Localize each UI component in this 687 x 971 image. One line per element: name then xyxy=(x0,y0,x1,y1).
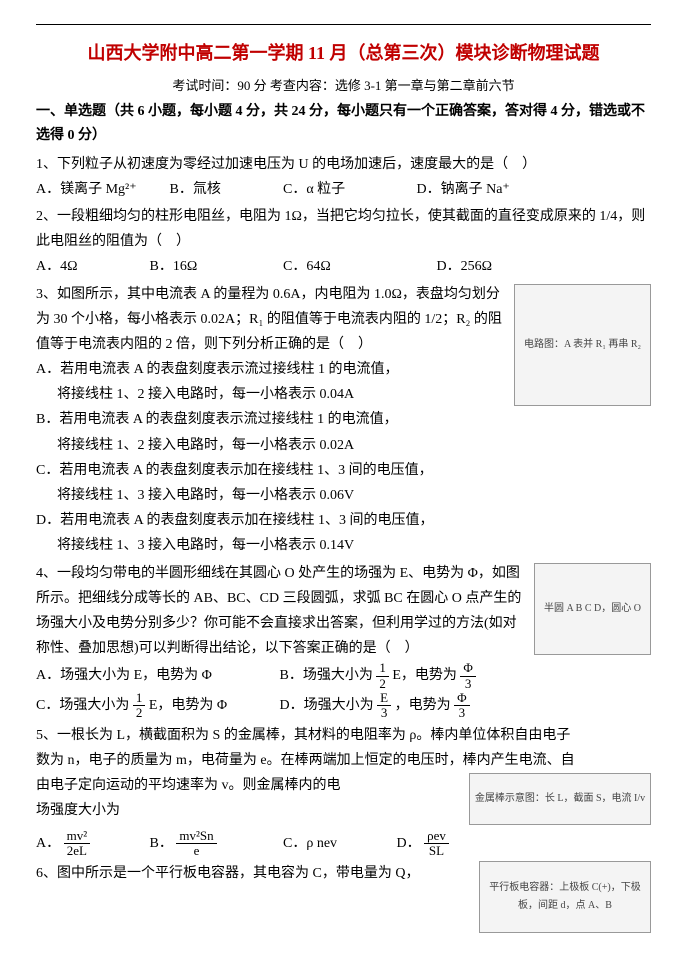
frac-half-2: 12 xyxy=(133,691,146,721)
question-2: 2、一段粗细均匀的柱形电阻丝，电阻为 1Ω，当把它均匀拉长，使其截面的直径变成原… xyxy=(36,204,651,280)
q1-opt-a: A．镁离子 Mg²⁺ xyxy=(36,177,166,202)
question-3: 电路图：A 表并 R₁ 再串 R₂ 3、如图所示，其中电流表 A 的量程为 0.… xyxy=(36,282,651,559)
top-rule xyxy=(36,24,651,25)
q2-opt-c: C．64Ω xyxy=(283,254,433,279)
q3-opt-b2: 将接线柱 1、2 接入电路时，每一小格表示 0.02A xyxy=(36,433,651,458)
q1-options: A．镁离子 Mg²⁺ B．氚核 C．α 粒子 D．钠离子 Na⁺ xyxy=(36,177,651,202)
q2-stem: 2、一段粗细均匀的柱形电阻丝，电阻为 1Ω，当把它均匀拉长，使其截面的直径变成原… xyxy=(36,204,651,254)
q5-figure: 金属棒示意图：长 L，截面 S，电流 I/v xyxy=(469,773,651,825)
q3-figure: 电路图：A 表并 R₁ 再串 R₂ xyxy=(514,284,651,406)
q4-opt-c: C．场强大小为 12 E，电势为 Φ xyxy=(36,691,276,721)
q3-opt-d1: D．若用电流表 A 的表盘刻度表示加在接线柱 1、3 间的电压值， xyxy=(36,508,651,533)
q5-options: A． mv²2eL B． mv²Sne C．ρ nev D． ρevSL xyxy=(36,829,651,859)
q4-opt-a: A．场强大小为 E，电势为 Φ xyxy=(36,663,276,688)
frac-phi3: Φ3 xyxy=(460,661,476,691)
q1-stem: 1、下列粒子从初速度为零经过加速电压为 U 的电场加速后，速度最大的是（ ） xyxy=(36,152,651,177)
q5-opt-d: D． ρevSL xyxy=(397,829,449,859)
q3-opt-b1: B．若用电流表 A 的表盘刻度表示流过接线柱 1 的电流值， xyxy=(36,407,651,432)
q5-line4: 场强度大小为 xyxy=(36,798,469,823)
q2-options: A．4Ω B．16Ω C．64Ω D．256Ω xyxy=(36,254,651,279)
q5-opt-a: A． mv²2eL xyxy=(36,829,146,859)
q4-row2: C．场强大小为 12 E，电势为 Φ D．场强大小为 E3 ，电势为 Φ3 xyxy=(36,691,651,721)
q5-line3: 由电子定向运动的平均速率为 v。则金属棒内的电 xyxy=(36,773,469,798)
frac-5a: mv²2eL xyxy=(64,829,91,859)
q5-opt-b: B． mv²Sne xyxy=(150,829,280,859)
q4-figure: 半圆 A B C D，圆心 O xyxy=(534,563,651,655)
frac-e3: E3 xyxy=(377,691,391,721)
q3-opt-c2: 将接线柱 1、3 接入电路时，每一小格表示 0.06V xyxy=(36,483,651,508)
question-6: 平行板电容器：上极板 C(+)，下极板，间距 d，点 A、B 6、图中所示是一个… xyxy=(36,861,651,933)
q4-row1: A．场强大小为 E，电势为 Φ B．场强大小为 12 E，电势为 Φ3 xyxy=(36,661,651,691)
question-1: 1、下列粒子从初速度为零经过加速电压为 U 的电场加速后，速度最大的是（ ） A… xyxy=(36,152,651,202)
q4-opt-d: D．场强大小为 E3 ，电势为 Φ3 xyxy=(280,691,470,721)
question-4: 半圆 A B C D，圆心 O 4、一段均匀带电的半圆形细线在其圆心 O 处产生… xyxy=(36,561,651,721)
q4-opt-b: B．场强大小为 12 E，电势为 Φ3 xyxy=(280,661,476,691)
q3-opt-d2: 将接线柱 1、3 接入电路时，每一小格表示 0.14V xyxy=(36,533,651,558)
question-5: 5、一根长为 L，横截面积为 S 的金属棒，其材料的电阻率为 ρ。棒内单位体积自… xyxy=(36,723,651,859)
frac-5b: mv²Sne xyxy=(176,829,216,859)
frac-half: 12 xyxy=(376,661,389,691)
q1-opt-c: C．α 粒子 xyxy=(283,177,413,202)
exam-subtitle: 考试时间：90 分 考查内容：选修 3-1 第一章与第二章前六节 xyxy=(36,75,651,94)
q1-opt-b: B．氚核 xyxy=(170,177,280,202)
section-1-heading: 一、单选题（共 6 小题，每小题 4 分，共 24 分，每小题只有一个正确答案，… xyxy=(36,100,651,148)
q2-opt-b: B．16Ω xyxy=(150,254,280,279)
frac-phi3-2: Φ3 xyxy=(454,691,470,721)
q3-opt-c1: C．若用电流表 A 的表盘刻度表示加在接线柱 1、3 间的电压值， xyxy=(36,458,651,483)
q5-line2: 数为 n，电子的质量为 m，电荷量为 e。在棒两端加上恒定的电压时，棒内产生电流… xyxy=(36,748,651,773)
q2-opt-d: D．256Ω xyxy=(437,254,493,279)
q1-opt-d: D．钠离子 Na⁺ xyxy=(417,177,510,202)
q6-figure: 平行板电容器：上极板 C(+)，下极板，间距 d，点 A、B xyxy=(479,861,651,933)
q5-opt-c: C．ρ nev xyxy=(283,831,393,856)
exam-title: 山西大学附中高二第一学期 11 月（总第三次）模块诊断物理试题 xyxy=(36,39,651,65)
frac-5d: ρevSL xyxy=(424,829,449,859)
q2-opt-a: A．4Ω xyxy=(36,254,146,279)
q5-line1: 5、一根长为 L，横截面积为 S 的金属棒，其材料的电阻率为 ρ。棒内单位体积自… xyxy=(36,723,651,748)
